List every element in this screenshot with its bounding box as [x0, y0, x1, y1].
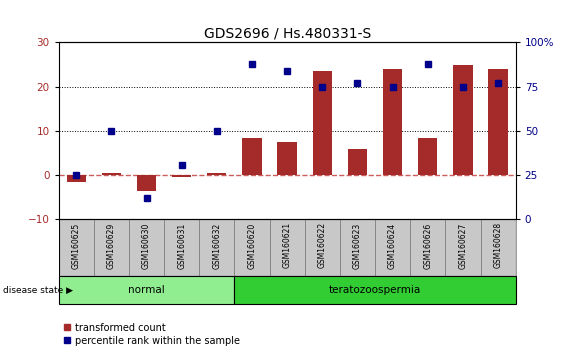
- Bar: [234, 276, 516, 304]
- Bar: [305, 219, 340, 276]
- Bar: [481, 219, 516, 276]
- Text: GSM160622: GSM160622: [318, 222, 327, 268]
- Bar: [243, 138, 261, 175]
- Bar: [418, 138, 437, 175]
- Legend: transformed count, percentile rank within the sample: transformed count, percentile rank withi…: [63, 323, 240, 346]
- Bar: [488, 69, 507, 175]
- Bar: [383, 69, 402, 175]
- Text: GSM160621: GSM160621: [282, 222, 292, 268]
- Bar: [347, 149, 367, 175]
- Bar: [129, 219, 164, 276]
- Text: GSM160630: GSM160630: [142, 222, 151, 269]
- Bar: [454, 65, 472, 175]
- Text: normal: normal: [128, 285, 165, 295]
- Bar: [137, 175, 156, 191]
- Bar: [270, 219, 305, 276]
- Bar: [172, 175, 191, 177]
- Bar: [340, 219, 375, 276]
- Bar: [313, 71, 332, 175]
- Bar: [67, 175, 86, 182]
- Bar: [375, 219, 410, 276]
- Bar: [207, 173, 227, 175]
- Text: GSM160632: GSM160632: [212, 222, 222, 269]
- Bar: [94, 219, 129, 276]
- Text: GSM160623: GSM160623: [353, 222, 362, 269]
- Bar: [199, 219, 234, 276]
- Text: GSM160625: GSM160625: [71, 222, 81, 269]
- Bar: [278, 142, 297, 175]
- Text: GSM160631: GSM160631: [177, 222, 186, 269]
- Text: disease state ▶: disease state ▶: [3, 286, 73, 295]
- Text: GSM160627: GSM160627: [458, 222, 468, 269]
- Text: GDS2696 / Hs.480331-S: GDS2696 / Hs.480331-S: [203, 27, 371, 41]
- Bar: [410, 219, 445, 276]
- Text: GSM160626: GSM160626: [423, 222, 432, 269]
- Bar: [445, 219, 481, 276]
- Bar: [234, 219, 270, 276]
- Bar: [102, 173, 121, 175]
- Bar: [164, 219, 199, 276]
- Text: GSM160624: GSM160624: [388, 222, 397, 269]
- Text: GSM160620: GSM160620: [247, 222, 257, 269]
- Text: teratozoospermia: teratozoospermia: [329, 285, 421, 295]
- Bar: [59, 276, 234, 304]
- Bar: [59, 219, 94, 276]
- Text: GSM160628: GSM160628: [493, 222, 503, 268]
- Text: GSM160629: GSM160629: [107, 222, 116, 269]
